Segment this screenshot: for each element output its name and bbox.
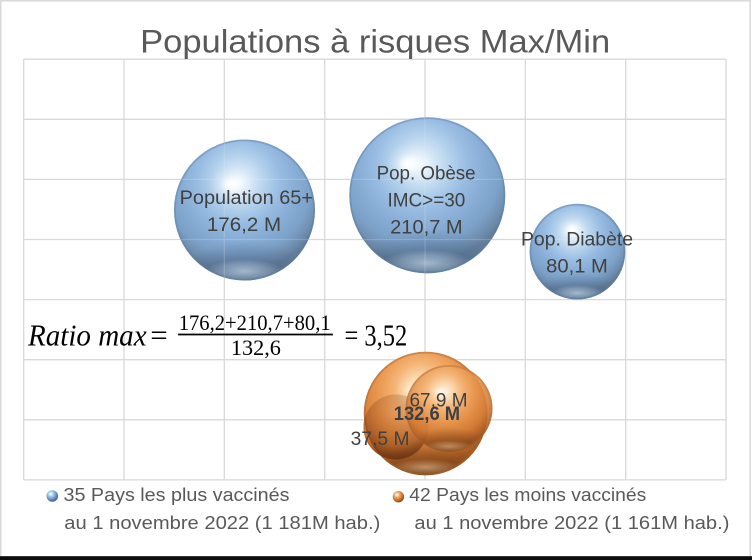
svg-text:Pop. Obèse: Pop. Obèse (377, 164, 476, 185)
svg-text:Ratio max: Ratio max (27, 318, 147, 353)
svg-text:Population 65+: Population 65+ (180, 188, 313, 209)
svg-text:35 Pays les plus vaccinés: 35 Pays les plus vaccinés (64, 485, 290, 505)
svg-text:IMC>=30: IMC>=30 (387, 191, 465, 212)
svg-text:37,5 M: 37,5 M (351, 429, 410, 450)
svg-text:Pop. Diabète: Pop. Diabète (521, 229, 633, 250)
svg-text:Populations à risques Max/Min: Populations à risques Max/Min (140, 23, 610, 59)
svg-text:80,1 M: 80,1 M (546, 257, 608, 278)
svg-text:67,9 M: 67,9 M (410, 390, 468, 411)
svg-text:176,2+210,7+80,1: 176,2+210,7+80,1 (179, 310, 331, 335)
svg-text:=: = (150, 318, 167, 353)
svg-text:au 1 novembre 2022 (1 181M hab: au 1 novembre 2022 (1 181M hab.) (64, 513, 380, 533)
svg-text:132,6 M: 132,6 M (394, 404, 460, 425)
svg-text:42 Pays les moins vaccinés: 42 Pays les moins vaccinés (409, 485, 646, 505)
svg-text:au 1 novembre 2022 (1 161M hab: au 1 novembre 2022 (1 161M hab.) (414, 513, 729, 533)
svg-text:= 3,52: = 3,52 (345, 318, 408, 353)
svg-text:132,6: 132,6 (231, 335, 281, 360)
svg-text:176,2 M: 176,2 M (207, 215, 281, 236)
svg-text:210,7 M: 210,7 M (390, 218, 463, 239)
